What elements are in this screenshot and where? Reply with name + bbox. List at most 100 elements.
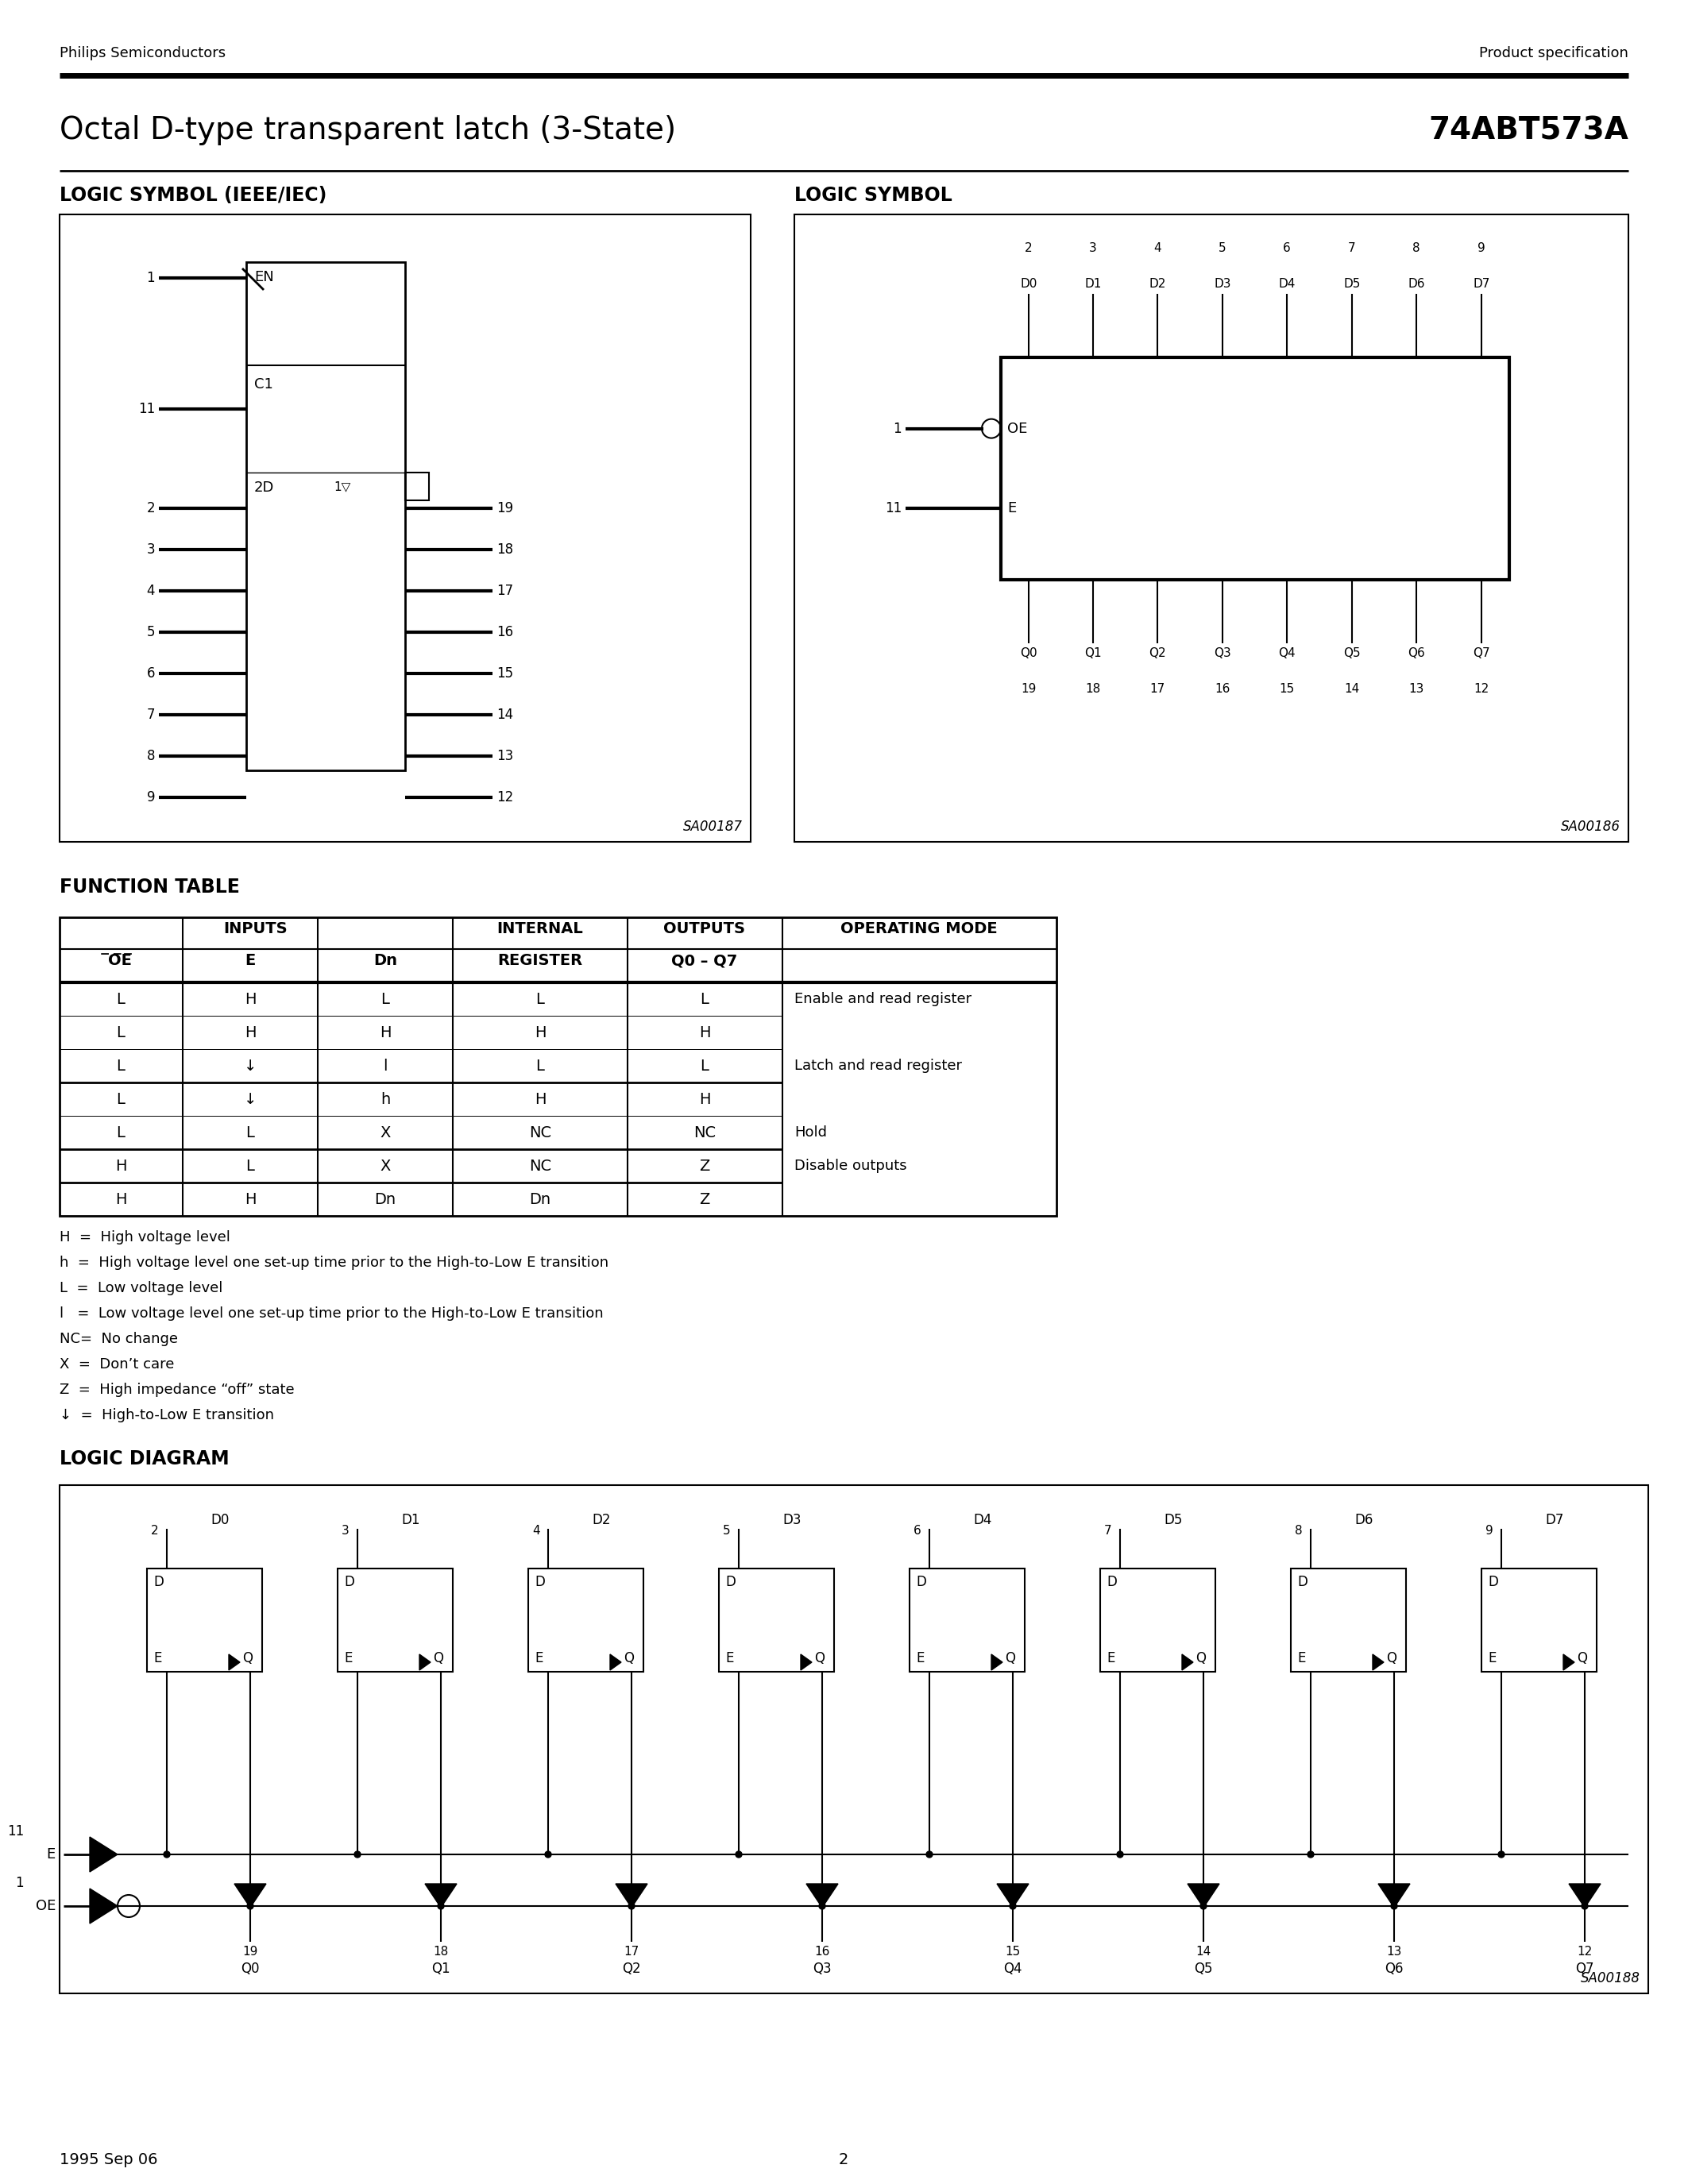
Text: Q2: Q2 (1150, 646, 1166, 660)
Text: E: E (47, 1848, 56, 1861)
Text: NC: NC (528, 1158, 552, 1173)
Polygon shape (419, 1653, 430, 1671)
Text: L: L (116, 1092, 125, 1107)
Bar (147, 1568, 262, 1671)
Text: 5: 5 (1219, 242, 1225, 253)
Text: 12: 12 (1474, 684, 1489, 695)
Text: H: H (699, 1092, 711, 1107)
Text: X  =  Don’t care: X = Don’t care (59, 1356, 174, 1372)
Text: Disable outputs: Disable outputs (795, 1160, 906, 1173)
Text: D: D (1296, 1575, 1308, 1590)
Text: Dn: Dn (373, 952, 397, 968)
Text: C1: C1 (255, 378, 273, 391)
Text: REGISTER: REGISTER (498, 952, 582, 968)
Bar (1291, 1568, 1406, 1671)
Polygon shape (991, 1653, 1003, 1671)
Text: Q7: Q7 (1474, 646, 1491, 660)
Text: D5: D5 (1344, 277, 1361, 290)
Text: L: L (116, 992, 125, 1007)
Text: 14: 14 (496, 708, 513, 723)
Text: D1: D1 (1085, 277, 1102, 290)
Text: 11: 11 (7, 1824, 24, 1839)
Polygon shape (89, 1889, 118, 1924)
Text: 2: 2 (150, 1524, 159, 1538)
Bar (528, 1568, 643, 1671)
Text: Q3: Q3 (814, 1961, 832, 1977)
Polygon shape (800, 1653, 812, 1671)
Text: OUTPUTS: OUTPUTS (663, 922, 746, 937)
Polygon shape (1182, 1653, 1193, 1671)
Text: EN: EN (255, 271, 273, 284)
Text: 16: 16 (496, 625, 513, 640)
Text: H: H (535, 1024, 545, 1040)
Circle shape (1200, 1902, 1207, 1909)
Text: L: L (116, 1024, 125, 1040)
Circle shape (628, 1902, 635, 1909)
Text: L: L (701, 992, 709, 1007)
Text: l   =  Low voltage level one set-up time prior to the High-to-Low E transition: l = Low voltage level one set-up time pr… (59, 1306, 603, 1321)
Text: 7: 7 (1104, 1524, 1112, 1538)
Bar (59, 917, 1057, 1216)
Text: OE: OE (35, 1898, 56, 1913)
Text: L: L (701, 1059, 709, 1072)
Text: D5: D5 (1165, 1514, 1183, 1527)
Text: 14: 14 (1195, 1946, 1210, 1957)
Text: D6: D6 (1354, 1514, 1374, 1527)
Text: L: L (116, 1059, 125, 1072)
Polygon shape (807, 1885, 837, 1907)
Bar (719, 1568, 834, 1671)
Text: Q5: Q5 (1193, 1961, 1212, 1977)
Text: Q4: Q4 (1278, 646, 1295, 660)
Text: H: H (245, 992, 257, 1007)
Bar (1001, 358, 1509, 579)
Polygon shape (235, 1885, 267, 1907)
Text: ↓: ↓ (243, 1059, 257, 1072)
Text: ̅O̅E̅: ̅O̅E̅ (108, 952, 133, 968)
Text: Q: Q (243, 1651, 253, 1666)
Text: L: L (535, 992, 545, 1007)
Text: 15: 15 (496, 666, 513, 681)
Text: 4: 4 (147, 583, 155, 598)
Text: H  =  High voltage level: H = High voltage level (59, 1230, 230, 1245)
Polygon shape (609, 1653, 621, 1671)
Text: LOGIC DIAGRAM: LOGIC DIAGRAM (59, 1450, 230, 1468)
Circle shape (545, 1852, 552, 1859)
Polygon shape (616, 1885, 648, 1907)
Text: SA00188: SA00188 (1580, 1972, 1641, 1985)
Text: Q: Q (1386, 1651, 1396, 1666)
Text: 2: 2 (147, 500, 155, 515)
Text: X: X (380, 1125, 390, 1140)
Text: D7: D7 (1545, 1514, 1563, 1527)
Text: D2: D2 (1150, 277, 1166, 290)
Circle shape (437, 1902, 444, 1909)
Text: D3: D3 (783, 1514, 802, 1527)
Text: 13: 13 (1386, 1946, 1401, 1957)
Text: OPERATING MODE: OPERATING MODE (841, 922, 998, 937)
Text: Q5: Q5 (1344, 646, 1361, 660)
Text: 9: 9 (147, 791, 155, 804)
Text: Dn: Dn (375, 1192, 397, 1208)
Text: Q: Q (814, 1651, 824, 1666)
Text: E: E (1008, 502, 1016, 515)
Polygon shape (1188, 1885, 1219, 1907)
Text: 5: 5 (147, 625, 155, 640)
Circle shape (1117, 1852, 1123, 1859)
Text: X: X (380, 1158, 390, 1173)
Text: 15: 15 (1280, 684, 1295, 695)
Text: E: E (726, 1651, 734, 1666)
Text: D0: D0 (211, 1514, 230, 1527)
Text: 11: 11 (138, 402, 155, 417)
Text: 74ABT573A: 74ABT573A (1428, 116, 1629, 146)
Text: SA00187: SA00187 (684, 819, 743, 834)
Text: Octal D-type transparent latch (3-State): Octal D-type transparent latch (3-State) (59, 116, 677, 146)
Text: D: D (1107, 1575, 1117, 1590)
Circle shape (1308, 1852, 1313, 1859)
Bar (1482, 1568, 1597, 1671)
Text: 11: 11 (885, 502, 901, 515)
Text: 1: 1 (147, 271, 155, 286)
Text: 1995 Sep 06: 1995 Sep 06 (59, 2151, 157, 2167)
Text: H: H (115, 1192, 127, 1208)
Polygon shape (1377, 1885, 1409, 1907)
Text: Q: Q (432, 1651, 444, 1666)
Polygon shape (1372, 1653, 1384, 1671)
